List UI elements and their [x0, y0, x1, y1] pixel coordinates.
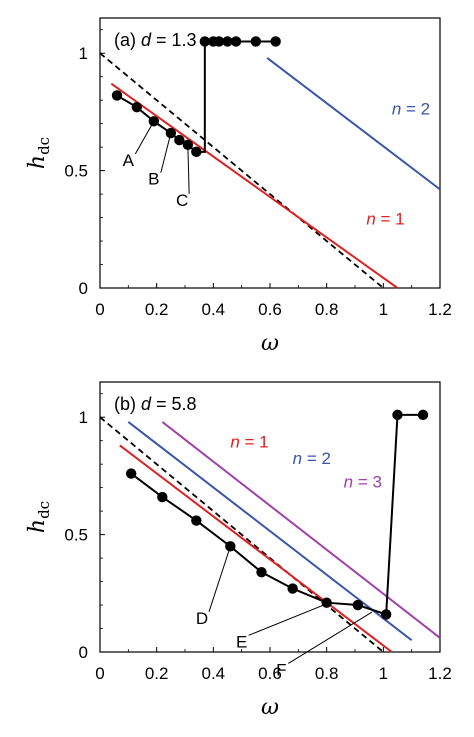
panel-title: (a) d = 1.3: [114, 30, 197, 50]
data-series-line: [116, 40, 276, 153]
series-line-n-2: [127, 421, 413, 642]
series-label: n = 2: [392, 99, 430, 118]
data-point: [250, 36, 262, 47]
y-tick-label: 1: [79, 408, 88, 427]
series-label-var: n: [230, 433, 239, 452]
annotation-leader: [187, 144, 190, 194]
param-name: d: [141, 394, 152, 414]
series-label-value: = 2: [302, 449, 331, 468]
y-axis-title-main: h: [25, 519, 50, 533]
series-label-var: n: [366, 210, 375, 229]
param-value: = 5.8: [151, 394, 197, 414]
x-tick-label: 1: [379, 300, 388, 319]
series-label: n = 1: [366, 210, 404, 229]
series-label: n = 2: [293, 449, 331, 468]
y-tick-label: 0.5: [64, 162, 88, 181]
annotation-label: A: [123, 151, 135, 170]
reference-dashed-line: [99, 52, 384, 289]
series-label-value: = 1: [240, 433, 269, 452]
data-point: [191, 515, 202, 526]
series-line-n-1: [119, 444, 393, 653]
data-point: [199, 36, 211, 47]
annotation-leader: [134, 121, 155, 155]
annotation-leader: [208, 546, 231, 612]
data-point: [352, 599, 364, 611]
data-point: [392, 409, 403, 421]
y-tick-label: 0.5: [64, 526, 88, 545]
data-point: [157, 491, 168, 503]
annotation-label: B: [148, 170, 159, 189]
annotation-leader: [160, 132, 172, 173]
series-line-n-2: [266, 57, 441, 191]
x-tick-label: 0.6: [258, 664, 282, 683]
annotation-leader: [288, 611, 373, 664]
x-tick-label: 0.2: [145, 664, 169, 683]
panel-b: 0 0.2 0.4 0.6 0.8 1 1.2 0 0.5 1 ω hdc (b) d = 5.8 D E F…: [25, 381, 452, 720]
series-label-var: n: [344, 473, 353, 492]
data-point: [222, 36, 233, 47]
series-label-var: n: [293, 449, 302, 468]
series-label-value: = 3: [353, 473, 382, 492]
x-tick-label: 0: [95, 300, 104, 319]
series-label: n = 3: [344, 473, 382, 492]
series-label-value: = 1: [376, 210, 405, 229]
panel-title: (b) d = 5.8: [114, 394, 197, 414]
data-point: [256, 566, 267, 578]
panel-a: 0 0.2 0.4 0.6 0.8 1 1.2 0 0.5 1 ω hdc (a) d = 1.3 ABC…: [25, 17, 452, 356]
data-point: [111, 90, 123, 101]
y-axis-title: hdc: [25, 501, 53, 533]
data-point: [191, 146, 202, 158]
x-tick-label: 0.6: [258, 300, 282, 319]
y-tick-label: 0: [79, 279, 88, 298]
x-tick-label: 0: [95, 664, 104, 683]
y-tick-label: 1: [79, 44, 88, 63]
annotation-label: D: [196, 609, 208, 628]
annotation-label: C: [176, 191, 188, 210]
data-point: [270, 36, 281, 47]
x-tick-label: 0.2: [145, 300, 169, 319]
data-point: [230, 36, 242, 47]
y-axis-title: hdc: [25, 137, 53, 169]
data-point: [287, 583, 298, 594]
param-value: = 1.3: [151, 30, 197, 50]
annotation-leader: [248, 602, 330, 636]
x-tick-label: 1: [379, 664, 388, 683]
annotation-label: E: [236, 632, 247, 651]
data-point: [417, 409, 429, 421]
x-tick-label: 1.2: [428, 664, 452, 683]
x-tick-label: 0.4: [202, 664, 226, 683]
data-point: [125, 468, 137, 479]
y-tick-label: 0: [79, 643, 88, 662]
data-point: [174, 134, 185, 146]
series-label: n = 1: [230, 433, 268, 452]
reference-dashed-line: [99, 416, 384, 653]
y-axis-title-sub: dc: [35, 137, 53, 155]
y-axis-title-sub: dc: [35, 501, 53, 519]
x-axis-title: ω: [261, 331, 279, 356]
annotation-label: F: [276, 660, 286, 679]
x-tick-label: 0.8: [315, 664, 339, 683]
x-tick-label: 0.8: [315, 300, 339, 319]
series-line-n-3: [161, 421, 441, 639]
data-point: [131, 102, 143, 113]
data-series-line: [130, 413, 423, 616]
data-point: [213, 36, 225, 47]
data-point: [321, 597, 332, 608]
x-axis-title: ω: [261, 695, 279, 720]
series-label-var: n: [392, 99, 401, 118]
x-tick-label: 1.2: [428, 300, 452, 319]
plot-frame: [99, 17, 441, 289]
panel-label: (b): [114, 394, 141, 414]
data-point: [380, 609, 392, 620]
param-name: d: [141, 30, 152, 50]
y-axis-title-main: h: [25, 155, 50, 169]
x-tick-label: 0.4: [202, 300, 226, 319]
panel-label: (a): [114, 30, 141, 50]
series-line-n-1: [110, 82, 399, 289]
series-label-value: = 2: [401, 99, 430, 118]
